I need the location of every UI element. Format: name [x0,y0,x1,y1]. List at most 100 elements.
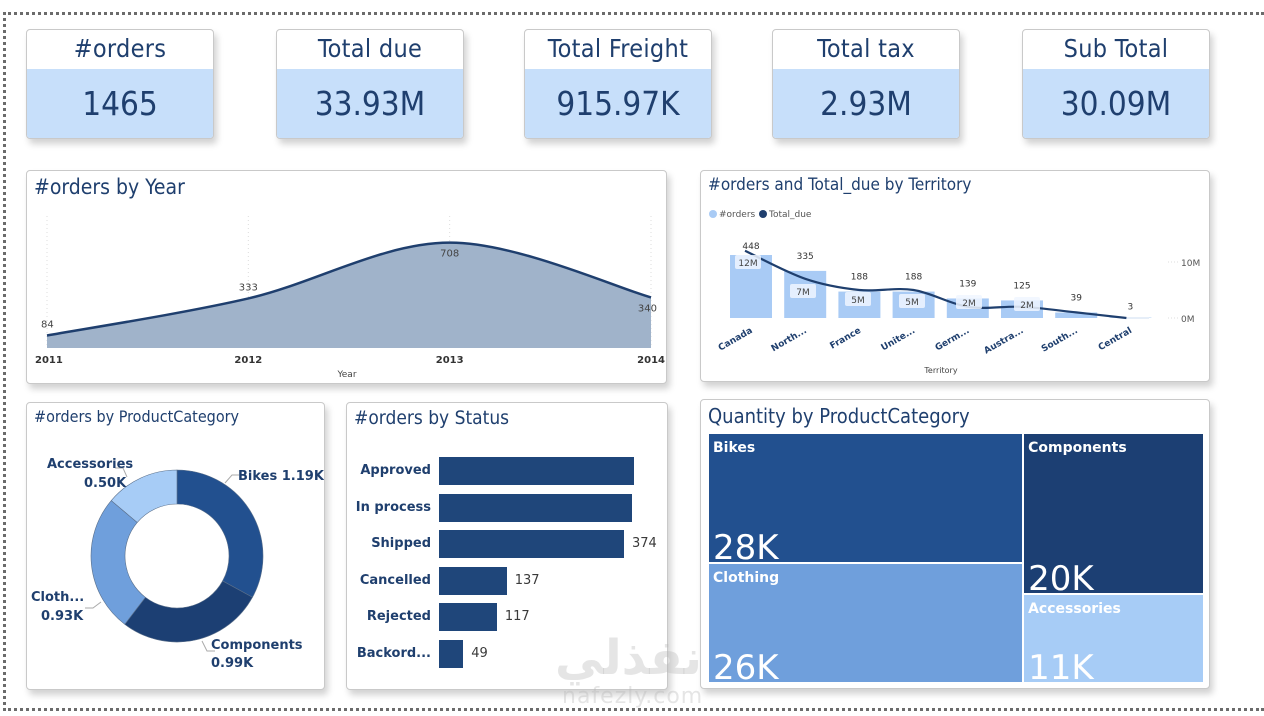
kpi-label: #orders [73,34,167,63]
line-label-bg [956,295,982,309]
kpi-value: 30.09M [1023,69,1209,138]
status-row[interactable]: Shipped 374 [347,530,667,559]
treemap-tile-value: 26K [713,647,779,688]
treemap-tile[interactable]: Bikes 28K [708,433,1024,568]
legend-orders-label: #orders [719,210,756,220]
quantity-by-productcategory-visual[interactable]: Quantity by ProductCategory Bikes 28K Clot… [700,399,1210,689]
status-bar[interactable] [439,640,464,668]
visual-title: #orders by Status [354,407,510,429]
slice-label-accessories-value: 0.50K [84,476,127,491]
area-fill [47,242,651,348]
legend-totaldue-label: Total_due [768,210,812,220]
leader-line [201,640,215,652]
kpi-value: 2.93M [773,69,959,138]
line-data-label: 2M [962,299,976,309]
kpi-value: 33.93M [277,69,463,138]
status-label: In process [355,499,431,515]
donut-chart: Bikes 1.19K Components 0.99K Cloth... 0.93K A… [31,457,325,671]
line-label-bg [845,292,871,306]
status-bar[interactable] [439,603,497,632]
kpi-label: Sub Total [1063,34,1169,63]
x-tick-label: 2012 [234,355,262,366]
dashboard-frame [3,12,1264,711]
territory-chart: #orders Total_due 10M 0M 448 Canada 335 North..… [709,210,1200,375]
line-data-label: 7M [796,288,810,298]
area-line [46,241,652,337]
x-tick-label: South... [1040,326,1080,355]
status-label: Backord... [356,646,431,661]
data-label: 84 [41,320,54,331]
kpi-label: Total tax [817,34,915,63]
donut-slice [176,469,264,598]
territory-bar [1055,312,1098,318]
status-value: 374 [632,536,657,552]
bar-data-label: 448 [742,242,759,252]
x-axis-title: Year [336,370,356,380]
line-data-label: 5M [905,298,919,308]
orders-by-productcategory-visual[interactable]: #orders by ProductCategory Bikes 1.19K Co… [26,402,325,690]
status-bar[interactable] [439,530,624,559]
orders-by-status-visual[interactable]: #orders by Status Approved In process Ship… [346,402,668,690]
treemap-tile-label: Clothing [713,569,780,586]
orders-by-year-visual[interactable]: #orders by Year 84 2011 333 2012 708 2013 340 2… [26,170,667,384]
status-label: Cancelled [359,572,431,588]
status-row[interactable]: Rejected 117 [347,603,667,632]
status-value: 117 [504,609,530,625]
visual-title: #orders and Total_due by Territory [708,175,972,195]
x-tick-label: 2014 [637,355,665,366]
legend-totaldue-icon [759,210,767,218]
bar-data-label: 188 [851,273,868,283]
slice-label-clothing-value: 0.93K [41,609,84,624]
status-row[interactable]: Cancelled 137 [347,566,667,595]
y2-tick-label: 0M [1181,315,1195,325]
visual-title: Quantity by ProductCategory [708,404,970,428]
treemap-tile-label: Accessories [1028,601,1121,618]
slice-label-bikes: Bikes 1.19K [238,469,325,484]
leader-line [115,467,128,478]
bar-data-label: 39 [1070,294,1082,304]
status-value: 49 [471,646,488,661]
data-label: 333 [239,282,258,293]
legend-orders-icon [709,210,717,218]
status-bar[interactable] [439,566,507,595]
kpi-label: Total due [317,34,423,63]
kpi-value: 1465 [27,69,213,138]
leader-line [85,601,102,609]
status-bar[interactable] [439,493,632,522]
territory-visual[interactable]: #orders and Total_due by Territory #orde… [700,170,1210,382]
data-label: 708 [440,249,459,260]
bar-data-label: 139 [959,279,976,289]
line-label-bg [735,255,761,269]
treemap-tile[interactable]: Clothing 26K [708,562,1024,688]
treemap-tile-label: Components [1028,440,1127,456]
leader-line [224,474,239,484]
kpi-sub-total[interactable]: Sub Total 30.09M [1022,29,1210,139]
status-bar[interactable] [439,457,634,485]
x-tick-label: Austra... [983,326,1026,357]
kpi-total-freight[interactable]: Total Freight 915.97K [524,29,712,139]
status-value: 137 [514,572,540,588]
watermark-latin: nafezly.com [562,684,704,709]
treemap-tile[interactable]: Accessories 11K [1023,594,1204,688]
slice-label-components-name: Components [211,638,303,653]
orders-by-year-chart: 84 2011 333 2012 708 2013 340 2014 Year [35,216,665,380]
line-data-label: 12M [738,259,757,269]
x-tick-label: France [829,326,863,352]
visual-title: #orders by ProductCategory [34,407,240,426]
kpi-orders[interactable]: #orders 1465 [26,29,214,139]
status-row[interactable]: Approved [347,457,667,485]
slice-label-components-value: 0.99K [211,656,254,671]
kpi-total-tax[interactable]: Total tax 2.93M [772,29,960,139]
status-row[interactable]: Backord... 49 [347,640,667,668]
treemap-tile-value: 20K [1028,559,1094,600]
line-label-bg [790,284,816,298]
kpi-value: 915.97K [525,69,711,138]
status-row[interactable]: In process [347,493,667,522]
donut-slice [110,469,178,523]
treemap: Bikes 28K Clothing 26K Components 20K Accessor… [708,433,1204,688]
treemap-tile[interactable]: Components 20K [1023,433,1204,599]
kpi-total-due[interactable]: Total due 33.93M [276,29,464,139]
x-tick-label: Central [1097,326,1134,353]
line-label-bg [1014,297,1040,311]
x-tick-label: Canada [717,326,755,354]
